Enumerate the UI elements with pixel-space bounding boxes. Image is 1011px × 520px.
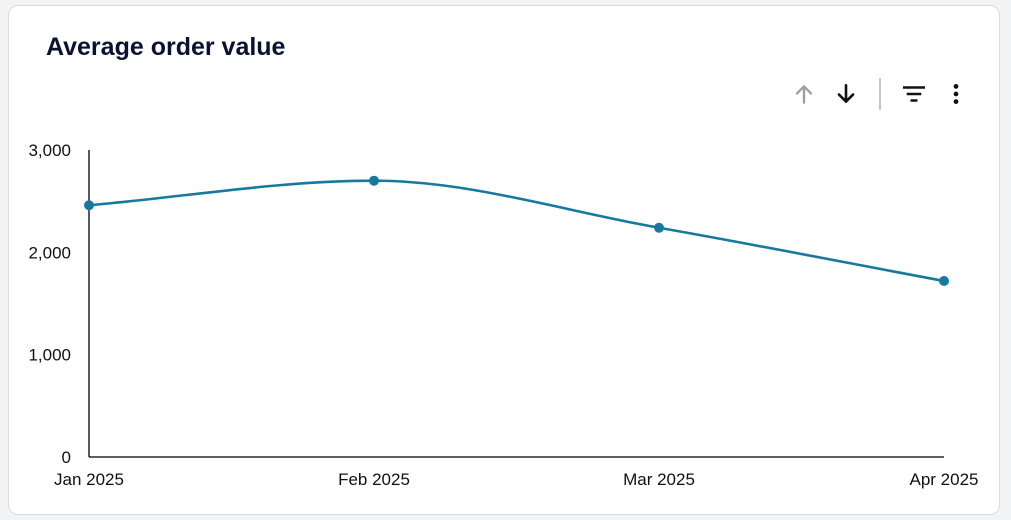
series-line <box>88 179 945 283</box>
data-point <box>939 275 949 286</box>
y-tick-label: 3,000 <box>28 141 71 160</box>
arrow-up-icon <box>795 85 813 104</box>
sort-descending-button[interactable] <box>825 76 867 112</box>
more-vert-icon <box>953 84 959 104</box>
x-tick-label: Jan 2025 <box>54 470 124 489</box>
data-point <box>84 200 94 211</box>
data-point <box>369 175 379 186</box>
x-tick-label: Mar 2025 <box>623 470 695 489</box>
chart-title: Average order value <box>46 33 286 61</box>
data-point <box>654 222 664 233</box>
y-tick-label: 2,000 <box>28 243 71 262</box>
arrow-down-icon <box>837 84 855 103</box>
y-tick-label: 1,000 <box>28 346 71 365</box>
sort-ascending-button[interactable] <box>783 76 825 112</box>
y-tick-label: 0 <box>62 448 71 467</box>
chart-toolbar <box>783 76 977 112</box>
toolbar-divider <box>879 78 881 110</box>
x-tick-label: Apr 2025 <box>910 470 979 489</box>
filter-button[interactable] <box>893 76 935 112</box>
more-options-button[interactable] <box>935 76 977 112</box>
filter-icon <box>902 86 926 102</box>
x-tick-label: Feb 2025 <box>338 470 410 489</box>
